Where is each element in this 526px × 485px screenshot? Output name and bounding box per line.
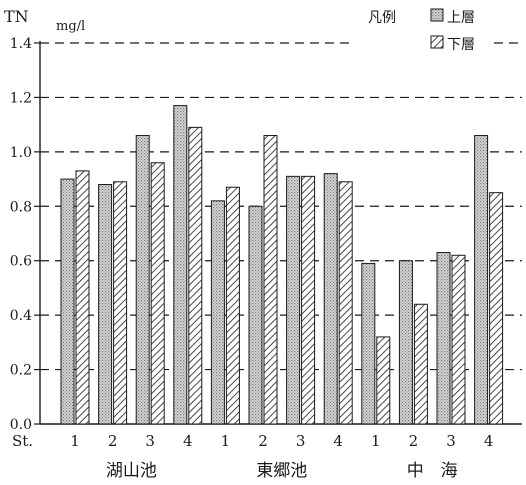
x-tick-label-10: 3 (446, 432, 456, 450)
y-tick-label-3: 0.6 (10, 254, 32, 270)
x-tick-label-8: 1 (371, 432, 381, 450)
bar-lower-6 (301, 175, 316, 425)
group-label-0: 湖山池 (106, 461, 157, 481)
x-tick-label-7: 4 (333, 432, 343, 450)
y-tick-label-5: 1.0 (10, 145, 32, 161)
group-label-1: 東郷池 (256, 461, 307, 481)
legend-label-upper: 上層 (447, 10, 475, 26)
y-tick-label-0: 0.0 (10, 417, 32, 433)
bar-lower-10 (451, 254, 466, 425)
bar-lower-7 (338, 181, 353, 425)
bar-upper-4 (210, 200, 225, 425)
x-tick-label-0: 1 (70, 432, 80, 450)
group-label-2: 中 海 (407, 461, 458, 481)
bar-upper-1 (98, 184, 113, 425)
y-axis-title: TN (4, 7, 29, 26)
bar-upper-9 (398, 260, 413, 425)
bar-upper-6 (286, 175, 301, 425)
y-tick-label-2: 0.4 (10, 308, 32, 324)
bar-upper-11 (474, 135, 489, 425)
x-prefix-label: St. (12, 432, 33, 450)
x-tick-label-11: 4 (484, 432, 494, 450)
bar-lower-5 (263, 135, 278, 425)
legend-swatch-upper (430, 8, 444, 22)
y-axis-unit: mg/l (56, 19, 85, 34)
x-tick-label-3: 4 (183, 432, 193, 450)
bar-lower-1 (113, 181, 128, 425)
bar-upper-3 (173, 105, 188, 425)
y-tick-label-1: 0.2 (10, 363, 32, 379)
bar-upper-10 (436, 252, 451, 425)
bar-lower-11 (489, 192, 504, 425)
bar-upper-5 (248, 205, 263, 425)
bar-lower-3 (188, 126, 203, 425)
bar-upper-2 (135, 135, 150, 425)
y-tick-label-7: 1.4 (10, 36, 32, 52)
x-tick-label-4: 1 (221, 432, 231, 450)
bar-lower-2 (150, 162, 165, 425)
x-tick-label-1: 2 (108, 432, 118, 450)
bar-lower-4 (225, 186, 240, 425)
bar-lower-8 (376, 336, 391, 425)
legend-label-lower: 下層 (447, 37, 475, 53)
tick-labels: 0.0 0.2 0.4 0.6 0.8 1.0 1.2 1.4 1 2 3 4 1 2 3 4 1 2 3 4 湖山池 東… (10, 36, 494, 481)
y-tick-label-4: 0.8 (10, 199, 32, 215)
bar-lower-0 (75, 170, 90, 425)
x-tick-label-9: 2 (409, 432, 419, 450)
bar-upper-0 (60, 178, 75, 425)
legend-title: 凡例 (368, 10, 396, 26)
x-tick-label-2: 3 (145, 432, 155, 450)
legend: 凡例 上層 下層 (368, 8, 475, 53)
bar-upper-8 (361, 262, 376, 425)
legend-swatch-lower (430, 35, 444, 49)
x-tick-label-6: 3 (296, 432, 306, 450)
x-tick-label-5: 2 (258, 432, 268, 450)
y-tick-label-6: 1.2 (10, 90, 32, 106)
bar-lower-9 (413, 303, 428, 425)
bar-upper-7 (323, 173, 338, 425)
bars (60, 105, 504, 425)
